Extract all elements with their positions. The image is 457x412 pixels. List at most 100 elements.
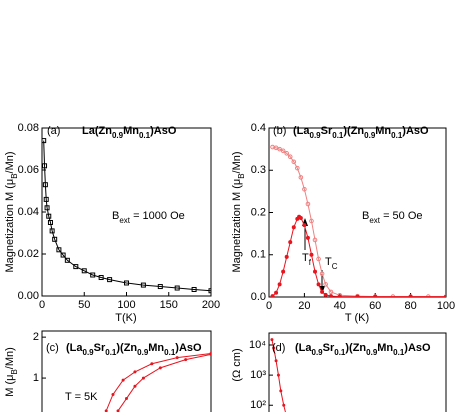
panel-title-part: 0.9 (366, 348, 378, 357)
panel-title-part: Mn (377, 342, 393, 354)
panel-title-part: )AsO (175, 342, 202, 354)
y-axis-label: Magnetization M (μB/Mn) (4, 151, 19, 272)
data-point (319, 271, 325, 277)
data-point (111, 392, 115, 396)
panel-title-part: Sr (321, 125, 333, 137)
y-tick-label: 10² (250, 399, 266, 411)
data-line (43, 140, 211, 292)
x-tick-label: 0 (266, 300, 272, 312)
x-axis-label-part: T (K) (345, 312, 369, 324)
data-point (56, 247, 62, 253)
data-point (291, 225, 296, 230)
x-tick-label: 0 (39, 299, 45, 311)
data-line (117, 353, 211, 412)
panel-title-part: 0.1 (105, 348, 117, 357)
data-point (42, 182, 48, 188)
data-point (157, 284, 163, 290)
data-point (44, 205, 50, 211)
data-point (125, 397, 128, 401)
data-point (309, 252, 314, 257)
panel-title: (La0.9Sr0.1)(Zn0.9Mn0.1)AsO (295, 342, 431, 357)
panel-title-part: )(Zn (345, 342, 366, 354)
data-point (444, 294, 446, 297)
data-point (47, 220, 53, 225)
data-point (328, 294, 333, 297)
data-point (191, 286, 197, 292)
data-point (279, 389, 283, 393)
data-point (305, 201, 311, 207)
data-point (60, 252, 66, 258)
data-point (320, 289, 325, 294)
annotation: T = 5K (65, 391, 98, 403)
panel-title-part: 0.9 (312, 348, 324, 357)
data-point (282, 403, 286, 407)
annotation-part: T = 5K (65, 391, 98, 403)
annotation-part: = 50 Oe (380, 210, 423, 222)
panel-title-part: 0.9 (83, 348, 95, 357)
annotation-part: B (112, 210, 119, 222)
data-point (133, 384, 137, 388)
x-axis-label-part: T(K) (115, 312, 136, 324)
data-point (291, 159, 297, 165)
data-point (174, 285, 180, 291)
data-point (116, 409, 120, 412)
data-point (302, 186, 307, 192)
annotation-part: B (362, 210, 369, 222)
data-point (90, 272, 96, 278)
data-point (175, 356, 179, 360)
data-point (140, 282, 146, 288)
data-point (302, 223, 307, 228)
annotation-part: T (325, 256, 332, 268)
data-point (316, 256, 321, 262)
data-point (328, 289, 334, 295)
panel-title-part: 0.1 (332, 131, 344, 140)
panel-title-part: 0.1 (164, 348, 176, 357)
data-point (98, 275, 104, 281)
y-tick-label: 0.08 (18, 122, 39, 134)
y-axis-label-part: /Mn) (4, 151, 16, 173)
annotation: TC (325, 256, 338, 271)
x-tick-label: 60 (369, 300, 381, 312)
annotation-part: f (309, 258, 312, 267)
data-point (298, 215, 303, 220)
y-axis-label-part: /Mn) (231, 151, 243, 173)
panel-title-part: Sr (323, 342, 335, 354)
data-line (272, 216, 446, 297)
data-point (355, 294, 360, 297)
data-point (42, 138, 47, 144)
y-axis-label-part: M (μ (4, 375, 16, 397)
data-point (309, 218, 314, 224)
data-point (270, 294, 275, 297)
y-tick-label: 0.0 (251, 291, 266, 303)
data-point (305, 235, 310, 240)
data-point (42, 163, 48, 169)
plot-frame (41, 127, 212, 297)
data-point (158, 366, 162, 370)
data-point (104, 409, 108, 412)
y-axis-label-part: B (10, 369, 19, 374)
y-axis-label-part: B (237, 173, 246, 178)
panel-title: (La0.9Sr0.1)(Zn0.9Mn0.1)AsO (293, 125, 429, 140)
panel-title-part: )AsO (150, 125, 177, 137)
panel-title: (La0.9Sr0.1)(Zn0.9Mn0.1)AsO (66, 342, 202, 357)
panel-label: (b) (273, 125, 286, 137)
data-point (107, 277, 113, 283)
plot-frame (41, 330, 212, 412)
data-point (141, 376, 145, 380)
panel-title-part: Sr (94, 342, 106, 354)
data-point (408, 294, 413, 297)
data-point (49, 228, 55, 234)
annotation-part: C (332, 262, 338, 271)
panel-title-part: 0.1 (393, 348, 405, 357)
data-point (280, 148, 286, 154)
data-point (323, 292, 328, 297)
x-tick-label: 150 (160, 299, 178, 311)
data-point (274, 290, 279, 295)
annotation-part: = 1000 Oe (130, 210, 185, 222)
plot-area (42, 138, 211, 294)
data-point (270, 338, 274, 342)
data-point (276, 373, 280, 377)
data-point (287, 154, 293, 160)
data-point (337, 294, 342, 297)
x-axis-label: T(K) (115, 312, 136, 324)
